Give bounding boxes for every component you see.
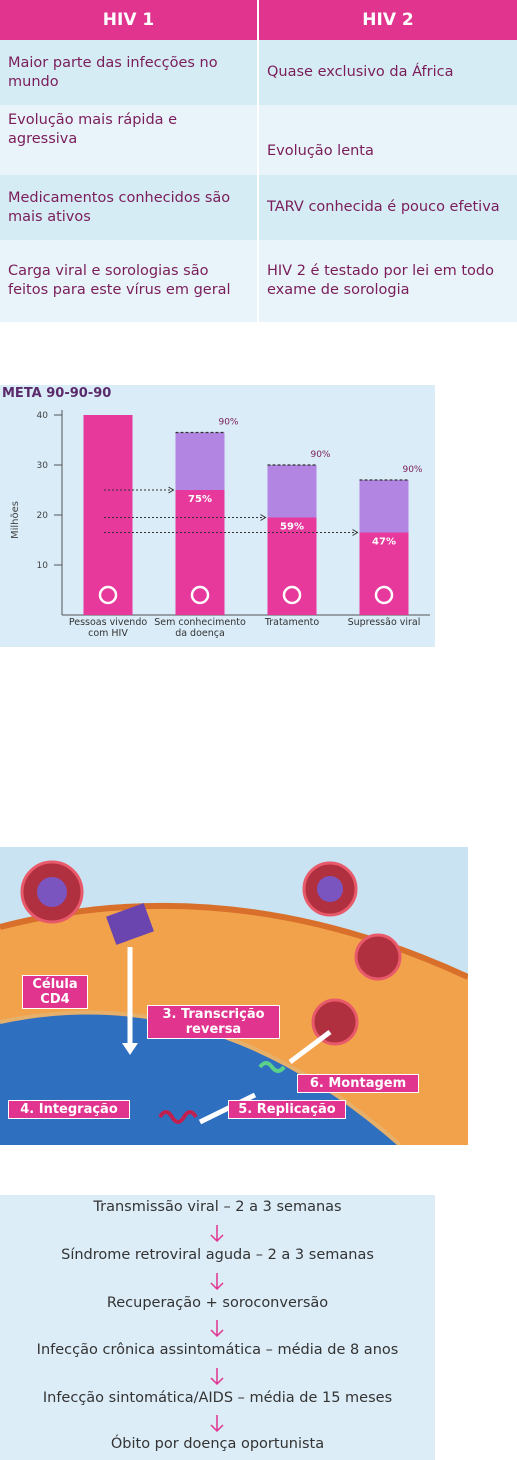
virus — [354, 933, 402, 981]
table-cell: Quase exclusivo da África — [259, 40, 517, 105]
flow-step: Infecção sintomática/AIDS – média de 15 … — [42, 1390, 393, 1406]
table-cell: Maior parte das infecções no mundo — [0, 40, 257, 105]
target-label: 90% — [218, 418, 238, 428]
entering-capsid — [106, 903, 154, 945]
arrow-head — [122, 1043, 138, 1055]
arrow — [288, 1030, 332, 1064]
viral-rna — [258, 1061, 286, 1073]
flow-step: Infecção crônica assintomática – média d… — [36, 1342, 399, 1358]
x-tick-label: Tratamento — [264, 617, 320, 628]
reference-arrow — [260, 514, 267, 521]
target-label: 90% — [310, 450, 330, 460]
y-axis-label: Milhões — [10, 501, 21, 539]
header-cell: HIV 2 — [259, 0, 517, 40]
arrow — [198, 1092, 257, 1125]
bar-icon — [282, 585, 302, 605]
bar — [359, 532, 409, 615]
step-label: 6. Montagem — [297, 1074, 419, 1093]
flow-arrow — [210, 1273, 224, 1291]
table-cell: HIV 2 é testado por lei em todo exame de… — [259, 240, 517, 322]
flow-step: Óbito por doença oportunista — [110, 1436, 325, 1452]
step-label: 3. Transcrição reversa — [147, 1005, 280, 1039]
bar — [83, 415, 133, 615]
flow-arrow — [210, 1320, 224, 1338]
virus-core — [37, 877, 67, 907]
flow-step: Síndrome retroviral aguda – 2 a 3 semana… — [61, 1247, 374, 1263]
y-tick-label: 30 — [37, 461, 49, 471]
target-label: 90% — [402, 465, 422, 475]
virus-core — [317, 876, 343, 902]
y-tick-label: 40 — [37, 411, 49, 421]
budding-virus — [311, 998, 359, 1046]
table-cell: Medicamentos conhecidos são mais ativos — [0, 175, 257, 240]
table-cell: TARV conhecida é pouco efetiva — [259, 175, 517, 240]
bar — [267, 517, 317, 615]
chart-title: META 90-90-90 — [2, 386, 111, 401]
header-cell: HIV 1 — [0, 0, 257, 40]
table-cell: Carga viral e sorologias são feitos para… — [0, 240, 257, 322]
x-tick-label: Supressão viral — [347, 617, 421, 628]
value-label: 59% — [280, 522, 304, 533]
x-tick-label: Pessoas vivendo com HIV — [68, 617, 148, 639]
flow-step: Recuperação + soroconversão — [106, 1295, 329, 1311]
table-cell: Evolução mais rápida e agressiva — [0, 105, 257, 175]
value-label: 47% — [372, 537, 396, 548]
y-tick-label: 20 — [37, 511, 49, 521]
replication-diagram: Célula CD4 3. Transcrição reversa 4. Int… — [0, 847, 468, 1145]
flow-step: Transmissão viral – 2 a 3 semanas — [93, 1199, 342, 1215]
step-label: Célula CD4 — [22, 975, 88, 1009]
reference-arrow — [168, 486, 175, 494]
x-tick-label: Sem conhecimento da doença — [154, 617, 246, 639]
y-tick-label: 10 — [37, 561, 49, 571]
bar-icon — [98, 585, 118, 605]
flow-arrow — [210, 1368, 224, 1386]
chart-panel: META 90-90-90 Milhões 10 20 30 40 90% 75% 90% 5… — [0, 385, 435, 647]
chart: META 90-90-90 Milhões 10 20 30 40 90% 75% 90% 5… — [2, 386, 430, 616]
bar — [175, 490, 225, 615]
table-cell: Evolução lenta — [259, 105, 517, 175]
flow-arrow — [210, 1415, 224, 1433]
comparison-table: HIV 1 HIV 2 Maior parte das infecções no… — [0, 0, 517, 322]
bar-icon — [374, 585, 394, 605]
column-divider — [257, 0, 259, 322]
reference-arrow — [352, 529, 359, 536]
bar-icon — [190, 585, 210, 605]
step-label: 5. Replicação — [228, 1100, 346, 1119]
flow-arrows — [210, 1225, 224, 1433]
value-label: 75% — [188, 494, 212, 505]
flow-panel: Transmissão viral – 2 a 3 semanas Síndro… — [0, 1195, 435, 1460]
step-label: 4. Integração — [8, 1100, 130, 1119]
integrated-dna — [158, 1110, 198, 1124]
flow-arrow — [210, 1225, 224, 1243]
